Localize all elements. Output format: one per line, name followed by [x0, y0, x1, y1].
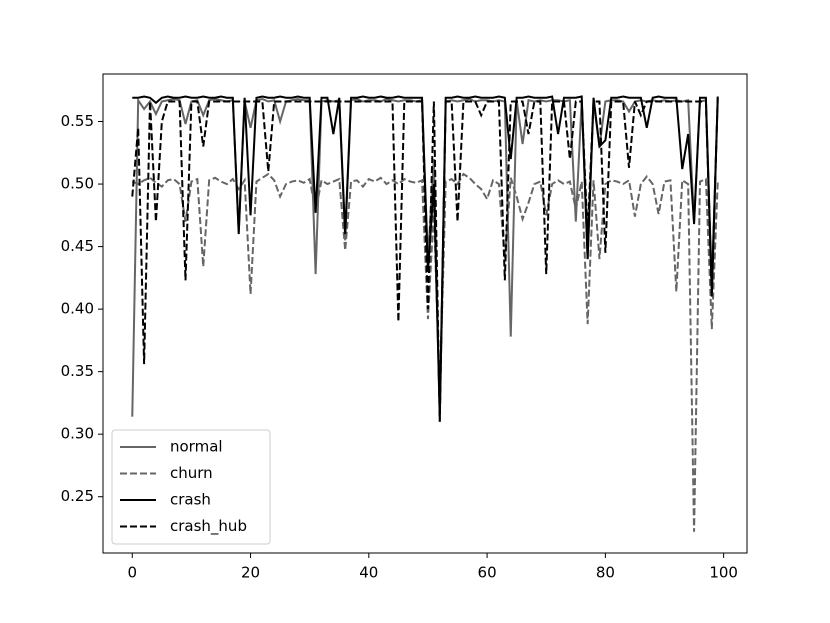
x-tick-label: 0 — [127, 564, 137, 582]
legend-label: churn — [170, 464, 213, 482]
y-tick-label: 0.40 — [61, 300, 94, 318]
y-tick-label: 0.25 — [61, 487, 94, 505]
legend-label: crash_hub — [170, 517, 247, 536]
x-tick-label: 100 — [709, 564, 738, 582]
y-tick-label: 0.55 — [61, 112, 94, 130]
y-tick-label: 0.30 — [61, 425, 94, 443]
x-tick-label: 80 — [596, 564, 615, 582]
legend: normal churn crash crash_hub — [111, 429, 271, 545]
x-tick-label: 40 — [359, 564, 378, 582]
y-tick-label: 0.45 — [61, 237, 94, 255]
line-series — [132, 95, 719, 416]
legend-box — [111, 429, 271, 545]
x-tick-label: 20 — [241, 564, 260, 582]
y-tick-label: 0.35 — [61, 362, 94, 380]
plot-frame — [102, 73, 748, 554]
legend-label: normal — [170, 438, 223, 456]
line-series — [131, 96, 719, 422]
x-tick-label: 60 — [478, 564, 497, 582]
y-tick-label: 0.50 — [61, 175, 94, 193]
legend-label: crash — [170, 491, 211, 509]
line-series — [131, 172, 719, 532]
